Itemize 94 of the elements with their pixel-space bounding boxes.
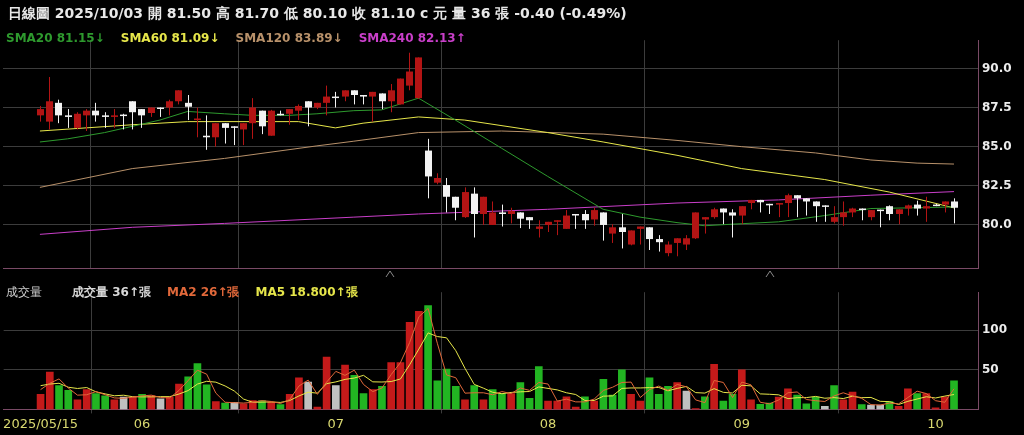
- x-tick-label: 08: [539, 415, 557, 431]
- y-tick-label: 80.0: [982, 217, 1012, 232]
- bar: [839, 399, 848, 410]
- candlestick: [194, 107, 201, 138]
- bar: [618, 369, 626, 410]
- candlestick: [785, 193, 792, 218]
- candlestick: [46, 76, 53, 130]
- bar: [82, 389, 91, 410]
- text: SMA240 82.13↑: [358, 31, 466, 45]
- x-tick-label: 10: [927, 415, 944, 431]
- x-tick-label: 09: [733, 415, 751, 431]
- candlestick: [111, 108, 118, 129]
- candlestick: [840, 200, 847, 227]
- candlestick: [582, 209, 589, 230]
- bar: [857, 404, 866, 410]
- candlestick: [406, 52, 413, 91]
- candlestick: [489, 200, 496, 226]
- y-tick-label: 87.5: [982, 99, 1012, 114]
- candlestick: [231, 125, 238, 146]
- candlestick: [794, 194, 801, 218]
- bar: [534, 366, 543, 410]
- candlestick: [729, 208, 736, 238]
- candlestick: [249, 97, 256, 140]
- candlestick: [305, 100, 312, 127]
- bar: [931, 407, 940, 410]
- y-tick-label: 85.0: [982, 138, 1012, 153]
- bar: [415, 310, 423, 410]
- candlestick: [443, 177, 450, 213]
- candlestick: [674, 237, 681, 257]
- candlestick: [222, 122, 229, 145]
- bar: [341, 364, 349, 410]
- text: 成交量 36↑張: [72, 284, 151, 301]
- bar: [378, 386, 386, 410]
- candlestick: [323, 85, 330, 116]
- bar: [359, 393, 368, 410]
- bar: [221, 402, 229, 410]
- y-tick-label: 82.5: [982, 177, 1012, 192]
- candlestick: [609, 223, 616, 244]
- candlestick: [369, 91, 376, 123]
- bar: [212, 401, 220, 410]
- candlestick: [240, 122, 247, 146]
- x-tick-label: 06: [133, 415, 151, 431]
- bar: [129, 396, 137, 410]
- text: SMA120 83.89↓: [235, 31, 343, 45]
- bar: [470, 385, 479, 410]
- bar: [304, 381, 312, 410]
- bar: [156, 398, 165, 410]
- bar: [387, 362, 396, 410]
- candlestick: [471, 186, 478, 238]
- bar: [590, 400, 598, 410]
- chart-title: 日線圖 2025/10/03 開 81.50 高 81.70 低 80.10 收 81.10 c 元 量 36 張 -0.40 (-0.49%): [8, 5, 627, 23]
- text: MA2 26↑張: [166, 284, 240, 301]
- candlestick: [185, 94, 192, 121]
- bar: [793, 394, 801, 410]
- candlestick: [499, 204, 506, 228]
- candlestick: [563, 209, 570, 230]
- y-tick-label: 50: [982, 361, 999, 376]
- bar: [276, 404, 285, 410]
- text: SMA60 81.09↓: [120, 31, 220, 45]
- candlestick: [619, 213, 626, 249]
- bar: [461, 399, 469, 410]
- bar: [913, 393, 921, 410]
- x-tick-label: 2025/05/15: [3, 415, 79, 431]
- candlestick: [480, 196, 487, 226]
- candlestick: [212, 122, 219, 148]
- bar: [332, 385, 340, 410]
- candlestick: [591, 207, 598, 227]
- candlestick: [138, 108, 145, 129]
- bar: [507, 393, 515, 410]
- x-tick-label: 07: [327, 415, 345, 431]
- bar: [710, 363, 718, 410]
- chart-title: 成交量: [6, 284, 42, 301]
- bar: [45, 371, 54, 410]
- bar: [830, 385, 838, 410]
- text: SMA20 81.15↓: [6, 31, 105, 45]
- candlestick: [739, 205, 746, 225]
- candlestick: [923, 196, 930, 223]
- y-tick-label: 90.0: [982, 60, 1012, 75]
- bar: [950, 380, 958, 410]
- candlestick: [813, 200, 820, 223]
- candlestick: [951, 197, 958, 224]
- text: MA5 18.800↑張: [255, 284, 358, 301]
- bar: [756, 403, 765, 410]
- y-tick-label: 100: [982, 322, 1008, 337]
- bar: [368, 389, 377, 410]
- candlestick: [55, 99, 62, 124]
- bar: [451, 386, 460, 410]
- candlestick: [600, 211, 607, 242]
- candlestick: [388, 83, 395, 113]
- candlestick: [646, 226, 653, 251]
- candlestick: [65, 108, 72, 129]
- candlestick: [129, 100, 136, 130]
- bar: [350, 375, 359, 410]
- candlestick: [822, 204, 829, 223]
